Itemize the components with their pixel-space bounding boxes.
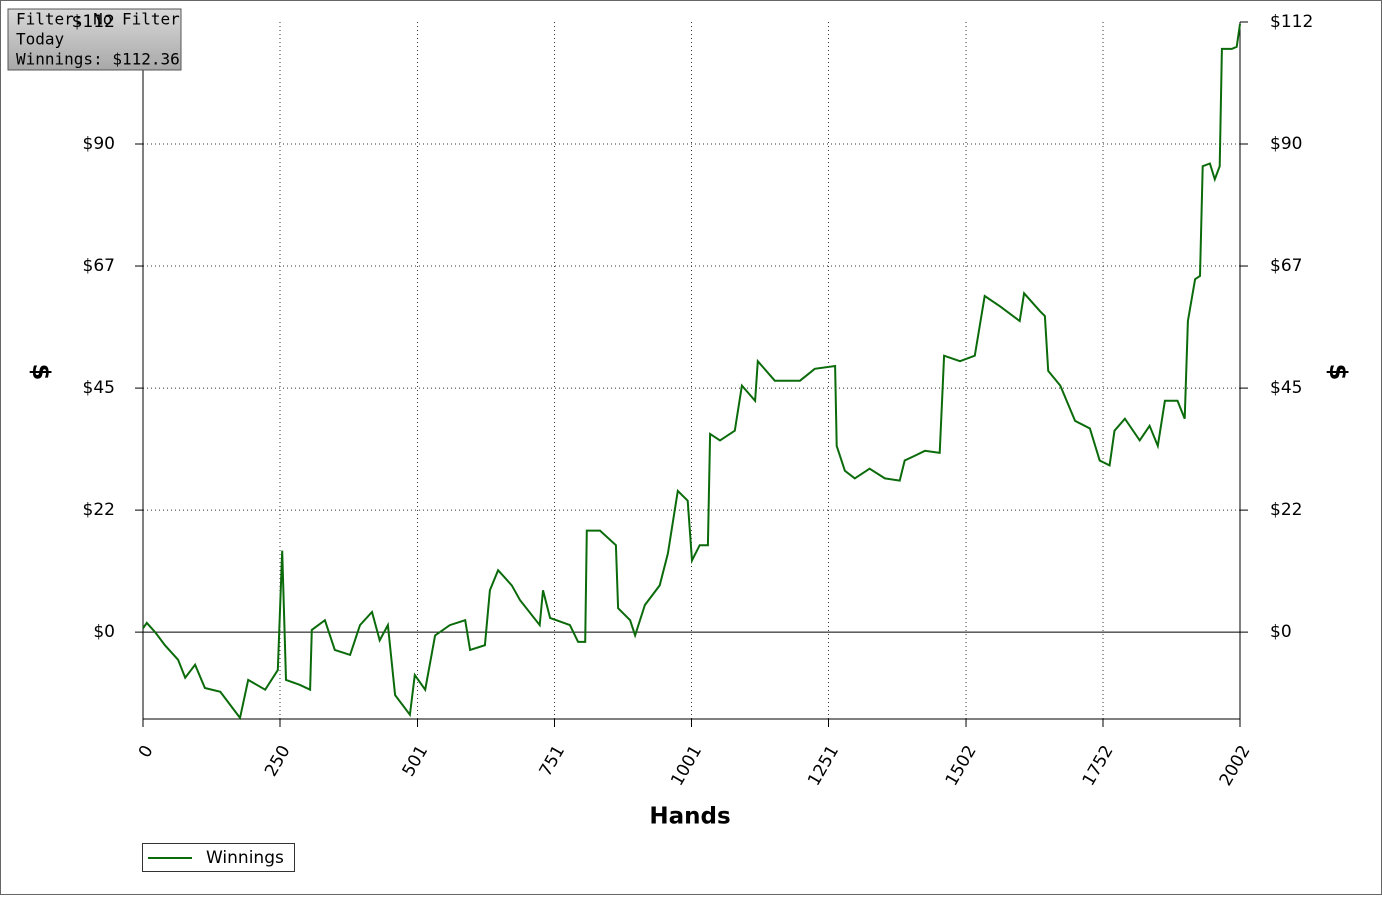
y2-tick-label: $0: [1270, 622, 1292, 642]
info-winnings: Winnings: $112.36: [16, 50, 180, 69]
winnings-line: [142, 23, 1241, 721]
y-axis-title: $: [27, 364, 55, 381]
y2-tick-label: $112: [1270, 12, 1313, 32]
legend: [142, 843, 295, 872]
y-tick-label: $67: [83, 256, 115, 276]
info-period: Today: [16, 30, 65, 49]
info-box: [7, 8, 182, 71]
y-tick-label: $90: [83, 134, 115, 154]
y-tick-label: $0: [93, 622, 115, 642]
y2-tick-label: $90: [1270, 134, 1302, 154]
y2-tick-label: $22: [1270, 500, 1302, 520]
y-tick-label: $22: [83, 500, 115, 520]
y2-tick-label: $45: [1270, 378, 1302, 398]
y2-tick-label: $67: [1270, 256, 1302, 276]
y-tick-label: $45: [83, 378, 115, 398]
legend-label: Winnings: [206, 848, 284, 868]
y2-axis-title: $: [1324, 364, 1352, 381]
x-axis-title: Hands: [649, 804, 730, 830]
y-tick-label: $112: [72, 12, 115, 32]
info-filter: Filter: No Filter: [16, 10, 180, 29]
